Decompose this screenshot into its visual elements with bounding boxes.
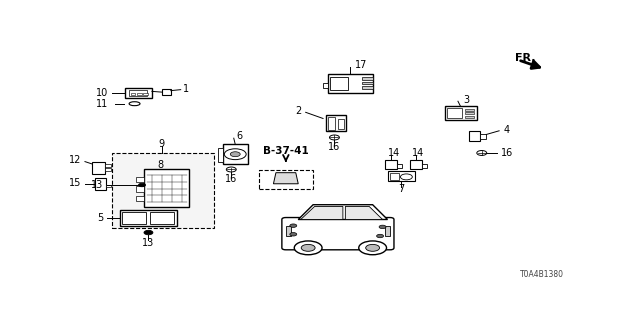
Circle shape: [379, 225, 386, 228]
Circle shape: [225, 149, 246, 160]
Bar: [422, 164, 428, 168]
Text: 11: 11: [96, 99, 108, 109]
Bar: [125, 88, 152, 98]
Circle shape: [359, 241, 387, 255]
Circle shape: [376, 234, 383, 238]
Ellipse shape: [129, 102, 140, 106]
Bar: [95, 178, 106, 190]
Bar: [465, 108, 474, 111]
Bar: [129, 90, 147, 96]
Text: T0A4B1380: T0A4B1380: [520, 270, 564, 279]
Bar: [385, 226, 390, 236]
Bar: [328, 117, 335, 130]
Text: 15: 15: [68, 178, 81, 188]
Bar: [136, 177, 145, 182]
Text: 5: 5: [97, 213, 103, 223]
Polygon shape: [298, 205, 388, 220]
Bar: [92, 162, 105, 174]
Text: 14: 14: [412, 148, 424, 158]
Text: 10: 10: [96, 88, 108, 98]
Text: 13: 13: [91, 180, 103, 190]
Text: B-37-41: B-37-41: [263, 146, 308, 156]
Bar: [218, 148, 223, 162]
Text: FR.: FR.: [515, 53, 536, 63]
Bar: [105, 169, 111, 172]
Bar: [397, 164, 403, 168]
Bar: [330, 76, 348, 90]
Bar: [286, 226, 291, 236]
Circle shape: [294, 241, 322, 255]
Bar: [390, 173, 399, 180]
Bar: [137, 93, 141, 95]
Text: 9: 9: [159, 139, 165, 148]
Circle shape: [227, 167, 236, 172]
Bar: [465, 116, 474, 118]
Circle shape: [330, 135, 339, 140]
Bar: [362, 77, 372, 80]
Circle shape: [290, 233, 297, 236]
Text: 8: 8: [157, 160, 163, 170]
Bar: [145, 169, 189, 207]
Bar: [150, 212, 174, 224]
Bar: [106, 185, 111, 188]
Bar: [480, 134, 486, 139]
Circle shape: [290, 224, 297, 228]
Text: 4: 4: [503, 125, 509, 135]
Text: 13: 13: [142, 238, 155, 248]
Circle shape: [301, 244, 315, 251]
Text: 7: 7: [398, 184, 404, 195]
Bar: [112, 153, 214, 228]
Text: 6: 6: [237, 132, 243, 141]
Text: 14: 14: [388, 148, 400, 158]
Bar: [445, 106, 477, 120]
Polygon shape: [346, 206, 383, 220]
Bar: [447, 108, 462, 118]
Text: 3: 3: [463, 94, 469, 105]
Text: 16: 16: [500, 148, 513, 158]
Bar: [162, 89, 171, 95]
Bar: [120, 210, 177, 226]
Bar: [362, 82, 372, 84]
Bar: [338, 119, 344, 129]
Bar: [143, 93, 148, 95]
Text: 2: 2: [296, 106, 301, 116]
Text: 1: 1: [182, 84, 189, 94]
Bar: [131, 93, 135, 95]
Circle shape: [365, 244, 380, 251]
Bar: [328, 74, 372, 92]
Circle shape: [144, 230, 153, 235]
Circle shape: [138, 183, 145, 187]
Bar: [323, 83, 328, 88]
Text: 16: 16: [328, 142, 340, 152]
Bar: [122, 212, 146, 224]
Bar: [362, 86, 372, 89]
Bar: [388, 172, 415, 181]
Text: 16: 16: [225, 174, 237, 184]
Bar: [136, 186, 145, 192]
Text: 17: 17: [355, 60, 367, 70]
Circle shape: [477, 150, 487, 156]
Bar: [105, 164, 111, 167]
FancyBboxPatch shape: [282, 218, 394, 250]
Bar: [469, 131, 480, 141]
Bar: [385, 160, 397, 169]
Bar: [136, 196, 145, 201]
Bar: [259, 170, 313, 189]
Bar: [326, 115, 346, 131]
Bar: [223, 144, 248, 164]
Text: 12: 12: [68, 156, 81, 165]
Circle shape: [401, 174, 412, 180]
Polygon shape: [273, 173, 298, 184]
Bar: [410, 160, 422, 169]
Circle shape: [230, 152, 240, 157]
Polygon shape: [301, 206, 343, 220]
Bar: [465, 112, 474, 114]
